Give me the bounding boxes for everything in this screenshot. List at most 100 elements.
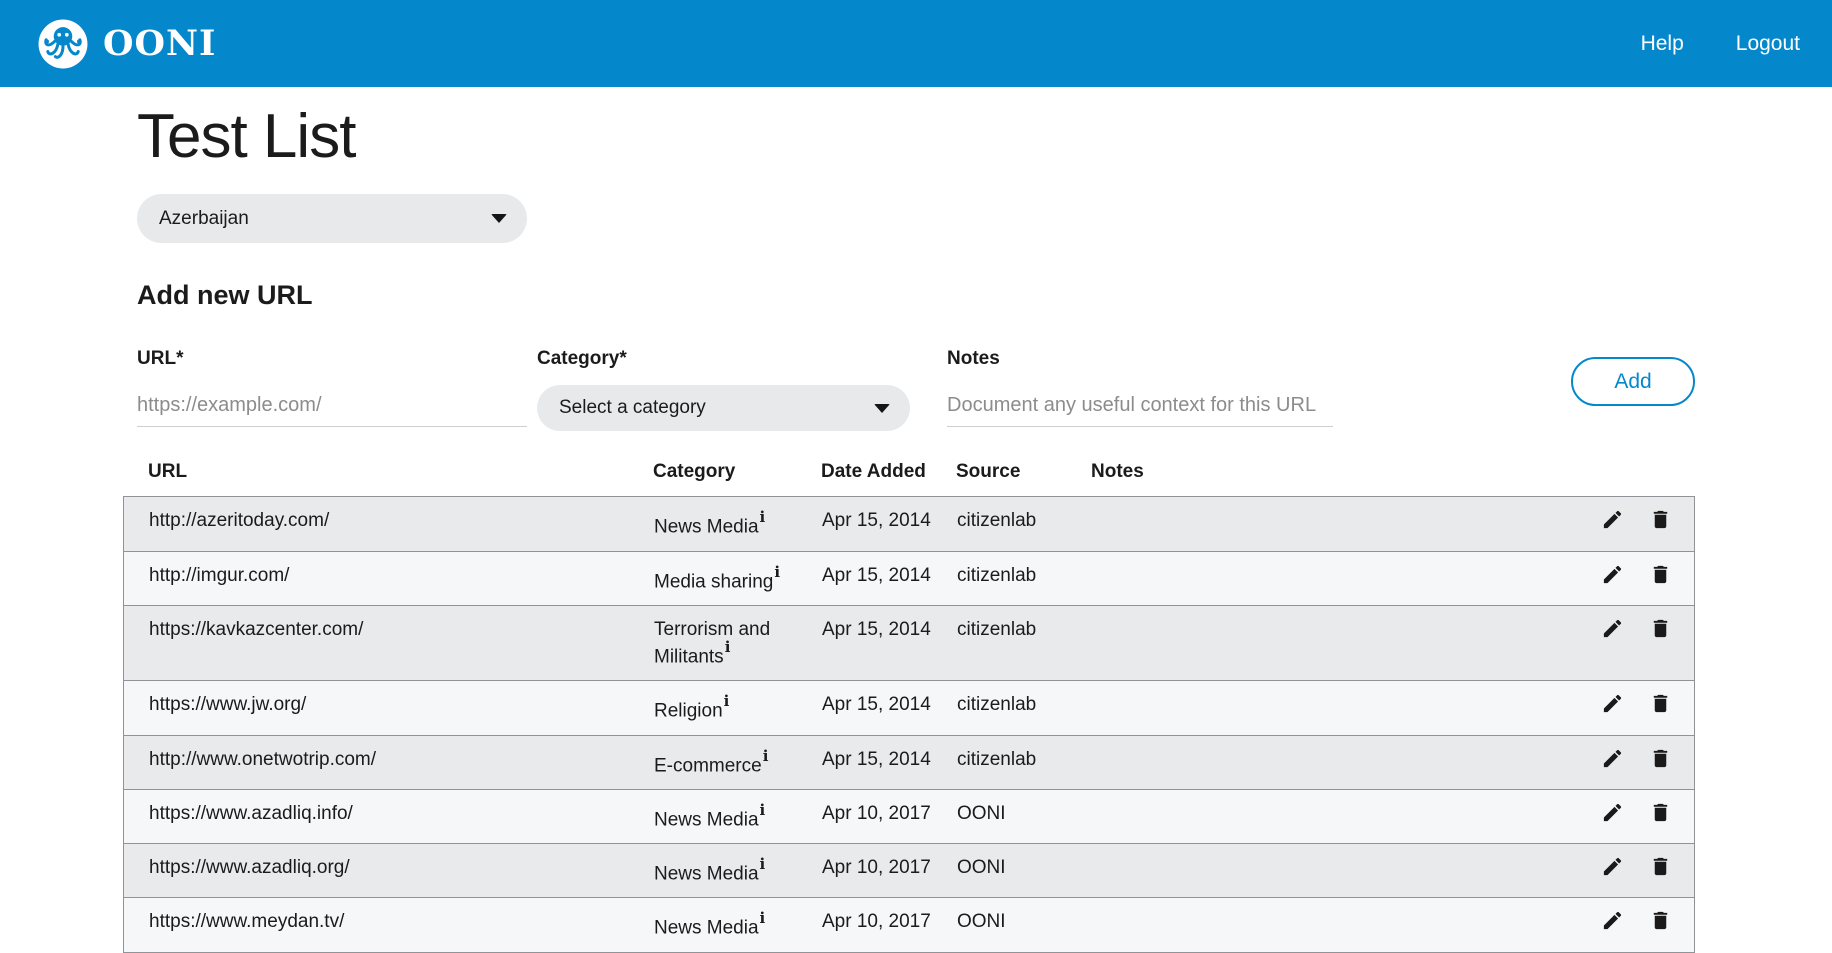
delete-icon[interactable] (1649, 747, 1672, 770)
row-actions (1576, 692, 1694, 715)
delete-icon[interactable] (1649, 617, 1672, 640)
table-row: https://kavkazcenter.com/ Terrorism and … (124, 604, 1694, 681)
delete-icon[interactable] (1649, 855, 1672, 878)
category-label: Category* (537, 348, 627, 370)
edit-icon[interactable] (1601, 692, 1624, 715)
source-cell: citizenlab (957, 564, 1037, 586)
edit-icon[interactable] (1601, 801, 1624, 824)
app-header: OONI Help Logout (0, 0, 1832, 87)
url-cell: https://www.jw.org/ (149, 694, 307, 716)
category-cell: News Mediai (654, 508, 766, 538)
category-cell: News Mediai (654, 800, 766, 831)
col-header-date-added: Date Added (821, 461, 926, 483)
category-info-icon[interactable]: i (759, 909, 766, 928)
col-header-notes: Notes (1091, 461, 1144, 483)
chevron-down-icon (491, 214, 507, 224)
edit-icon[interactable] (1601, 747, 1624, 770)
edit-icon[interactable] (1601, 508, 1624, 531)
edit-icon[interactable] (1601, 909, 1624, 932)
table-row: http://www.abzas.net/ News Mediai Apr 10… (124, 951, 1694, 953)
chevron-down-icon (874, 403, 890, 413)
category-info-icon[interactable]: i (774, 562, 781, 581)
table-row: http://azeritoday.com/ News Mediai Apr 1… (124, 497, 1694, 551)
main-content: Test List Azerbaijan Add new URL URL* Ca… (123, 102, 1695, 953)
table-header: URL Category Date Added Source Notes (123, 461, 1695, 496)
delete-icon[interactable] (1649, 801, 1672, 824)
category-info-icon[interactable]: i (762, 746, 769, 765)
category-select-placeholder: Select a category (559, 397, 706, 419)
category-info-icon[interactable]: i (759, 508, 766, 527)
url-input[interactable] (137, 385, 527, 428)
date-added-cell: Apr 10, 2017 (822, 911, 931, 933)
url-cell: http://azeritoday.com/ (149, 510, 330, 532)
category-field-group: Category* Select a category (537, 348, 910, 432)
source-cell: OONI (957, 857, 1006, 879)
row-actions (1576, 563, 1694, 586)
table-row: https://www.meydan.tv/ News Mediai Apr 1… (124, 897, 1694, 952)
col-header-category: Category (653, 461, 736, 483)
source-cell: citizenlab (957, 618, 1037, 640)
col-header-actions (1577, 461, 1695, 483)
url-table: URL Category Date Added Source Notes htt… (123, 461, 1695, 953)
add-url-heading: Add new URL (137, 280, 313, 311)
delete-icon[interactable] (1649, 692, 1672, 715)
help-link[interactable]: Help (1640, 31, 1684, 55)
country-select-value: Azerbaijan (159, 207, 249, 229)
delete-icon[interactable] (1649, 508, 1672, 531)
date-added-cell: Apr 15, 2014 (822, 564, 931, 586)
date-added-cell: Apr 15, 2014 (822, 510, 931, 532)
row-actions (1576, 508, 1694, 531)
category-info-icon[interactable]: i (723, 692, 730, 711)
brand-wordmark: OONI (103, 23, 217, 64)
row-actions (1576, 747, 1694, 770)
category-info-icon[interactable]: i (724, 637, 731, 656)
table-row: https://www.azadliq.org/ News Mediai Apr… (124, 843, 1694, 898)
notes-label: Notes (947, 348, 1000, 370)
row-actions (1576, 855, 1694, 878)
category-cell: Religioni (654, 692, 730, 722)
edit-icon[interactable] (1601, 563, 1624, 586)
url-cell: https://www.meydan.tv/ (149, 911, 345, 933)
delete-icon[interactable] (1649, 909, 1672, 932)
source-cell: citizenlab (957, 510, 1037, 532)
category-cell: News Mediai (654, 855, 766, 885)
date-added-cell: Apr 15, 2014 (822, 618, 931, 640)
logout-link[interactable]: Logout (1735, 31, 1800, 55)
col-header-url: URL (148, 461, 188, 483)
url-label: URL* (137, 348, 184, 370)
source-cell: citizenlab (957, 748, 1037, 770)
row-actions (1576, 801, 1694, 824)
category-cell: E-commercei (654, 746, 769, 776)
country-select[interactable]: Azerbaijan (137, 194, 527, 244)
page-title: Test List (137, 102, 356, 171)
url-field-group: URL* (137, 348, 527, 428)
edit-icon[interactable] (1601, 617, 1624, 640)
url-cell: https://www.azadliq.info/ (149, 802, 353, 824)
required-mark: * (176, 348, 184, 370)
edit-icon[interactable] (1601, 855, 1624, 878)
add-button[interactable]: Add (1571, 357, 1695, 407)
date-added-cell: Apr 15, 2014 (822, 694, 931, 716)
category-cell: News Mediai (654, 909, 766, 939)
table-row: http://www.onetwotrip.com/ E-commercei A… (124, 734, 1694, 789)
notes-input[interactable] (947, 385, 1333, 428)
date-added-cell: Apr 15, 2014 (822, 748, 931, 770)
table-row: https://www.jw.org/ Religioni Apr 15, 20… (124, 680, 1694, 735)
url-cell: http://imgur.com/ (149, 564, 290, 586)
required-mark: * (619, 348, 627, 370)
table-body: http://azeritoday.com/ News Mediai Apr 1… (123, 496, 1695, 953)
category-info-icon[interactable]: i (759, 800, 766, 819)
category-select[interactable]: Select a category (537, 385, 910, 432)
source-cell: OONI (957, 802, 1006, 824)
table-row: http://imgur.com/ Media sharingi Apr 15,… (124, 550, 1694, 605)
delete-icon[interactable] (1649, 563, 1672, 586)
url-cell: http://www.onetwotrip.com/ (149, 748, 377, 770)
category-cell: Terrorism and Militantsi (654, 618, 771, 668)
url-cell: https://kavkazcenter.com/ (149, 618, 364, 640)
top-nav: Help Logout (1641, 32, 1800, 56)
table-row: https://www.azadliq.info/ News Mediai Ap… (124, 788, 1694, 844)
source-cell: citizenlab (957, 694, 1037, 716)
date-added-cell: Apr 10, 2017 (822, 857, 931, 879)
row-actions (1576, 909, 1694, 932)
category-info-icon[interactable]: i (759, 855, 766, 874)
